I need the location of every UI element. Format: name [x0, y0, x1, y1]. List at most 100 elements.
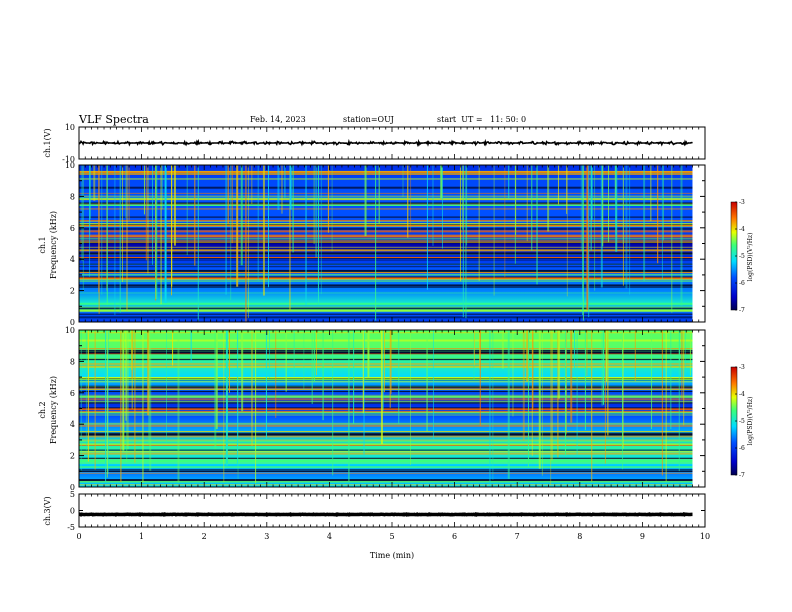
ch1-spectrogram-streak	[531, 165, 533, 251]
ch2-spectrogram-streak	[269, 330, 271, 379]
ch2-spectrogram-streak	[621, 330, 623, 470]
ch2-spectrogram-streak	[80, 330, 82, 473]
ch1-spectrogram-streak	[493, 165, 495, 296]
ch2-spectrogram-streak	[122, 330, 125, 451]
y-tick-label: 6	[70, 224, 75, 233]
ch1-spectrogram-band	[79, 224, 693, 226]
ch2-spectrogram-streak	[322, 330, 324, 421]
ch2-spectrogram-streak	[134, 330, 136, 463]
ch1-spectrogram-band	[79, 227, 693, 230]
ch2-spectrogram-band	[79, 387, 693, 389]
ch2-spectrogram-streak	[383, 330, 385, 393]
ch1-spectrogram-streak	[504, 165, 506, 278]
ch2-spectrogram-streak	[105, 330, 107, 482]
ch2-spectrogram-band	[79, 458, 693, 460]
x-tick-label: 6	[452, 532, 457, 541]
ch2-spectrogram-streak	[348, 330, 350, 481]
ch1-spectrogram-streak	[106, 165, 108, 305]
ch2-spectrogram-streak	[313, 330, 315, 383]
ch2-spectrogram-streak	[532, 330, 534, 409]
ch1-spectrogram-streak	[231, 165, 233, 244]
ch2-spectrogram-streak	[225, 330, 228, 466]
ch2-spectrogram-streak	[362, 330, 364, 414]
ch2-spectrogram-streak	[479, 330, 481, 426]
ch2-spectrogram-streak	[251, 330, 253, 446]
ch2-spectrogram-streak	[501, 330, 504, 369]
ch2-spectrogram-streak	[215, 330, 218, 430]
ch2-spectrogram-band	[79, 408, 693, 411]
y-tick-label: 4	[70, 420, 75, 429]
ch1-spectrogram-streak	[89, 165, 91, 219]
ch1-spectrogram-streak	[119, 165, 121, 313]
ch2-spectrogram-streak	[576, 330, 578, 458]
ch2-spectrogram-streak	[172, 330, 174, 366]
ch2-spectrogram-band	[79, 401, 693, 404]
ch1-spectrogram-streak	[594, 165, 596, 291]
ch1-spectrogram-band	[79, 266, 693, 268]
ch1-spectrogram-streak	[128, 165, 130, 221]
ch1-spectrogram-streak	[160, 165, 162, 305]
ch3-waveform-ylabel: ch.3(V)	[43, 496, 52, 525]
ch1-spectrogram-band	[79, 208, 693, 210]
ch1-spectrogram-band	[79, 216, 693, 218]
ch1-spectrogram-band	[79, 178, 693, 180]
ch1-spectrogram-background	[79, 165, 693, 322]
ch1-spectrogram-streak	[671, 165, 673, 313]
ch2-spectrogram-band	[79, 469, 693, 471]
ch2-spectrogram-streak	[550, 330, 552, 486]
ch1-spectrogram-streak	[327, 165, 329, 233]
ch2-spectrogram-streak	[398, 330, 400, 424]
ch1-spectrogram-streak	[410, 165, 412, 233]
ch2-spectrogram-streak	[389, 330, 392, 394]
ch1-spectrogram-streak	[590, 165, 592, 251]
colorbar-2-label: log(PSD)(V²/Hz)	[747, 397, 754, 446]
ch1-spectrogram-band	[79, 284, 693, 287]
ch1-spectrogram-band	[79, 171, 693, 174]
ch2-spectrogram-band	[79, 339, 693, 342]
ch1-spectrogram-band	[79, 276, 693, 278]
y-tick-label: 2	[70, 452, 75, 461]
ch1-spectrogram-streak	[402, 165, 404, 197]
ch1-spectrogram-band	[79, 279, 693, 281]
y-tick-label: -10	[62, 155, 75, 164]
ch1-spectrogram-band	[79, 238, 693, 240]
colorbar-tick-label: -6	[739, 280, 745, 287]
ch2-spectrogram-streak	[148, 330, 150, 410]
ch1-spectrogram-streak	[315, 165, 317, 258]
ch1-spectrogram-band	[79, 259, 693, 261]
y-tick-label: 10	[65, 161, 75, 170]
ch1-spectrogram-streak	[566, 165, 568, 297]
colorbar-tick-label: -5	[739, 253, 745, 260]
ch1-spectrogram-band	[79, 195, 693, 197]
ch1-spectrogram-band	[79, 309, 693, 312]
ch1-spectrogram-streak	[151, 165, 153, 265]
ch2-spectrogram-streak	[389, 330, 391, 408]
ch1-spectrogram-band	[79, 257, 693, 259]
ch1-spectrogram-band	[79, 306, 693, 308]
ch2-spectrogram-streak	[127, 330, 129, 450]
ch2-spectrogram-band	[79, 407, 693, 409]
colorbar-tick-label: -4	[739, 391, 745, 398]
ch2-spectrogram-streak	[604, 330, 606, 464]
ch2-spectrogram-band	[79, 385, 693, 387]
ch1-spectrogram-streak	[441, 165, 443, 249]
ch2-spectrogram-band	[79, 400, 693, 402]
ch1-spectrogram-streak	[173, 165, 176, 246]
ch1-spectrogram-image	[79, 165, 693, 322]
ch2-spectrogram-band	[79, 350, 693, 353]
ch1-spectrogram-streak	[459, 165, 461, 282]
x-axis-label: Time (min)	[370, 551, 414, 560]
y-tick-label: 6	[70, 389, 75, 398]
ch1-spectrogram-streak	[186, 165, 188, 256]
colorbar-tick-label: -4	[739, 226, 745, 233]
ch1-spectrogram-streak	[462, 165, 464, 318]
ch2-spectrogram-image	[79, 330, 693, 487]
ch1-spectrogram-streak	[114, 165, 116, 316]
ch1-spectrogram-streak	[257, 165, 259, 281]
ch2-spectrogram-streak	[564, 330, 566, 456]
ch1-spectrogram-streak	[536, 165, 538, 285]
x-tick-label: 3	[264, 532, 269, 541]
ch1-spectrogram-band	[79, 223, 693, 225]
ch1-spectrogram-streak	[588, 165, 590, 318]
ch1-spectrogram-band	[79, 271, 693, 273]
